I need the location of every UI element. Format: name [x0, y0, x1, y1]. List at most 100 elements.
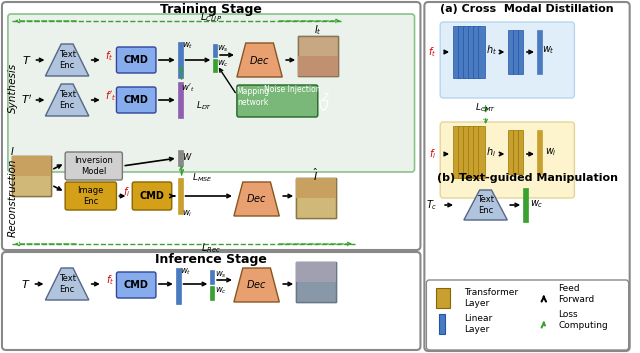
Text: $Dec$: $Dec$ [246, 192, 267, 204]
FancyBboxPatch shape [237, 85, 318, 117]
Bar [213, 59, 217, 72]
Bar [523, 188, 528, 222]
Text: Training Stage: Training Stage [160, 2, 262, 16]
Bar [12, 156, 51, 196]
Text: $L_{MSE}$: $L_{MSE}$ [192, 172, 212, 184]
Text: Feed
Forward: Feed Forward [559, 284, 595, 304]
Bar [213, 44, 217, 57]
Text: $Dec$: $Dec$ [246, 278, 267, 290]
FancyBboxPatch shape [65, 182, 116, 210]
Bar [175, 268, 180, 304]
Bar [436, 288, 450, 308]
Polygon shape [237, 43, 282, 77]
Text: $w_t$: $w_t$ [180, 267, 191, 277]
FancyBboxPatch shape [65, 152, 122, 180]
Bar [298, 56, 337, 76]
Bar [513, 130, 518, 174]
Text: $w_c$: $w_c$ [217, 59, 229, 69]
Text: Text
Enc: Text Enc [477, 195, 494, 215]
Text: Text
Enc: Text Enc [59, 50, 76, 70]
Bar [473, 26, 479, 78]
Bar [513, 30, 518, 74]
Text: $L_{CLIP}$: $L_{CLIP}$ [200, 10, 222, 24]
FancyBboxPatch shape [132, 182, 172, 210]
Text: $w_c$: $w_c$ [215, 286, 227, 296]
FancyBboxPatch shape [440, 122, 575, 198]
Text: Linear
Layer: Linear Layer [464, 314, 492, 334]
Text: $W$: $W$ [182, 150, 193, 162]
Bar [537, 30, 542, 74]
Text: $I_t$: $I_t$ [314, 23, 322, 37]
Text: $w'_t$: $w'_t$ [180, 82, 195, 94]
FancyBboxPatch shape [116, 47, 156, 73]
Polygon shape [45, 268, 89, 300]
Polygon shape [464, 190, 508, 220]
Text: $I$: $I$ [10, 145, 14, 157]
Bar [477, 26, 484, 78]
Text: $h_t$: $h_t$ [486, 43, 497, 57]
Text: Inference Stage: Inference Stage [156, 253, 267, 267]
Text: $h_i$: $h_i$ [486, 145, 497, 159]
Bar [12, 156, 51, 196]
Bar [296, 178, 335, 218]
Text: $Dec$: $Dec$ [249, 54, 270, 66]
FancyBboxPatch shape [426, 280, 628, 350]
Bar [453, 126, 460, 178]
Bar [210, 286, 214, 300]
Text: (b) Text-guided Manipulation: (b) Text-guided Manipulation [436, 173, 618, 183]
Bar [477, 126, 484, 178]
Text: $\hat{I}$: $\hat{I}$ [313, 167, 319, 183]
FancyBboxPatch shape [116, 272, 156, 298]
Text: $w_i$: $w_i$ [545, 146, 557, 158]
Text: $L_{CMT}$: $L_{CMT}$ [475, 102, 496, 114]
Text: $w_s$: $w_s$ [215, 270, 227, 280]
FancyBboxPatch shape [8, 14, 415, 172]
Text: $w_t$: $w_t$ [182, 41, 193, 51]
Text: Transformer
Layer: Transformer Layer [464, 288, 518, 308]
Text: $w_c$: $w_c$ [530, 198, 544, 210]
Text: $L_{DT}$: $L_{DT}$ [196, 100, 212, 112]
Bar [298, 36, 337, 76]
Bar [210, 270, 214, 284]
Text: CMD: CMD [124, 95, 148, 105]
Bar [296, 262, 335, 302]
Text: $T_c$: $T_c$ [426, 198, 438, 212]
Text: (a) Cross  Modal Distillation: (a) Cross Modal Distillation [440, 4, 614, 14]
Text: Mapping
network: Mapping network [236, 87, 269, 107]
Text: Text
Enc: Text Enc [59, 90, 76, 110]
Bar [296, 262, 335, 282]
Polygon shape [45, 44, 89, 76]
Bar [473, 126, 479, 178]
Text: $L_{Rec}$: $L_{Rec}$ [201, 241, 221, 255]
Text: $f_i$: $f_i$ [429, 147, 436, 161]
Text: Noise Injection: Noise Injection [264, 84, 321, 94]
Text: Reconstruction: Reconstruction [8, 159, 18, 237]
FancyBboxPatch shape [116, 87, 156, 113]
Text: $f'_t$: $f'_t$ [105, 89, 116, 103]
Bar [178, 42, 182, 78]
Bar [508, 30, 513, 74]
Bar [298, 36, 337, 76]
Polygon shape [45, 84, 89, 116]
Text: $w_i$: $w_i$ [182, 209, 193, 219]
Text: $w_s$: $w_s$ [217, 44, 229, 54]
Bar [463, 126, 470, 178]
Bar [296, 178, 335, 198]
Text: Image
Enc: Image Enc [77, 186, 104, 206]
Bar [296, 178, 335, 218]
Bar [12, 156, 51, 176]
Text: Loss
Computing: Loss Computing [559, 310, 609, 330]
Text: $T$: $T$ [21, 278, 31, 290]
Bar [296, 262, 335, 302]
FancyBboxPatch shape [440, 22, 575, 98]
Bar [458, 126, 465, 178]
Text: $w_t$: $w_t$ [542, 44, 555, 56]
Text: CMD: CMD [124, 55, 148, 65]
Text: $f_t$: $f_t$ [106, 273, 115, 287]
Text: $Z$: $Z$ [321, 91, 330, 103]
Text: $f_t$: $f_t$ [106, 49, 114, 63]
Text: Synthesis: Synthesis [8, 63, 18, 113]
Bar [178, 82, 182, 118]
FancyBboxPatch shape [2, 252, 420, 350]
FancyBboxPatch shape [2, 2, 420, 250]
